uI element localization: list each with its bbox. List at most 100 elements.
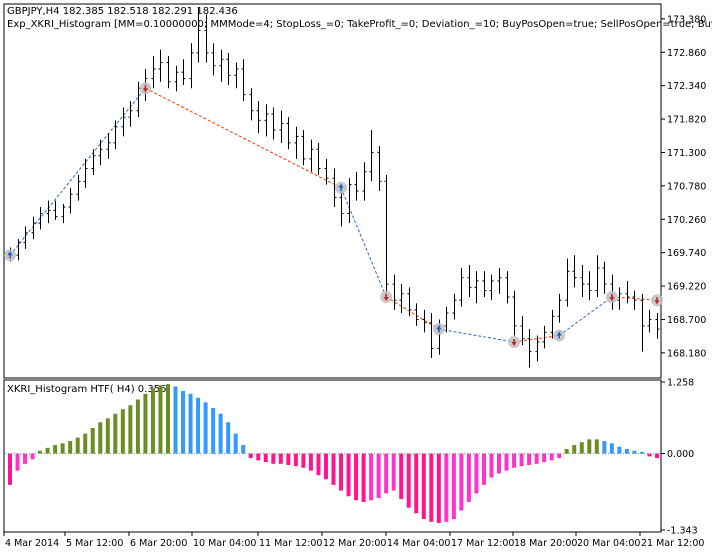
price-tick-label: 170.260 — [667, 215, 706, 226]
histogram-bar — [459, 453, 464, 511]
ohlc-bar — [234, 62, 239, 89]
histogram-bar — [354, 453, 359, 501]
ohlc-bar — [204, 14, 209, 63]
histogram-bar — [308, 453, 313, 471]
histogram-bar — [489, 453, 494, 478]
histogram-bar — [361, 453, 366, 502]
histogram-bar — [534, 453, 539, 464]
expert-info: Exp_XKRI_Histogram [MM=0.10000000; MMMod… — [7, 19, 712, 30]
histogram-bar — [331, 453, 336, 485]
histogram-bar — [647, 453, 652, 457]
histogram-bar — [481, 453, 486, 485]
histogram-bar — [549, 453, 554, 461]
time-tick-label: 11 Mar 12:00 — [259, 538, 322, 549]
ohlc-bar — [339, 191, 344, 227]
histogram-bar — [384, 453, 389, 494]
histogram-bar — [248, 453, 253, 459]
histogram-bar — [421, 453, 426, 520]
ohlc-bar — [625, 280, 630, 304]
ohlc-bar — [53, 200, 58, 220]
histogram-bar — [436, 453, 441, 524]
histogram-bar — [406, 453, 411, 508]
ohlc-bar — [106, 133, 111, 159]
ohlc-bar — [354, 171, 359, 201]
ohlc-bar — [595, 255, 600, 297]
ohlc-bar — [286, 117, 291, 150]
ohlc-bar — [407, 287, 412, 317]
time-tick-label: 17 Mar 12:00 — [451, 538, 514, 549]
time-tick-label: 4 Mar 2014 — [5, 538, 59, 549]
ohlc-bar — [264, 104, 269, 137]
ohlc-bar — [489, 274, 494, 301]
histogram-bar — [346, 453, 351, 497]
ohlc-bar — [647, 309, 652, 333]
ohlc-bar — [422, 309, 427, 333]
histogram-bar — [226, 422, 231, 454]
ohlc-bar — [76, 174, 81, 201]
time-tick-label: 21 Mar 12:00 — [641, 538, 704, 549]
ohlc-bar — [535, 335, 540, 362]
price-axis: 173.380 172.860 172.340 171.820 171.300 170.7… — [661, 14, 706, 359]
ohlc-bar — [46, 200, 51, 224]
histogram-bar — [519, 453, 524, 467]
ohlc-bar — [316, 142, 321, 175]
ohlc-bar — [542, 325, 547, 349]
signal-marker — [651, 294, 663, 307]
histogram-bar — [53, 445, 58, 454]
indicator-tick-label: 0.000 — [667, 449, 694, 460]
ohlc-bar — [587, 271, 592, 301]
price-tick-label: 173.380 — [667, 14, 706, 25]
price-tick-label: 168.700 — [667, 315, 706, 326]
histogram-bar — [617, 446, 622, 454]
histogram-bar — [196, 397, 201, 454]
histogram-bar — [60, 443, 65, 454]
ohlc-bar — [271, 107, 276, 140]
histogram-bar — [83, 433, 88, 454]
ohlc-bar — [91, 149, 96, 175]
ohlc-bar — [497, 268, 502, 294]
histogram-bar — [181, 390, 186, 454]
main-chart-frame — [3, 3, 662, 379]
ohlc-bar — [512, 290, 517, 336]
histogram-bar — [301, 453, 306, 468]
histogram-bar — [120, 409, 125, 454]
histogram-bar — [414, 453, 419, 514]
zigzag-segment — [438, 328, 515, 343]
histogram-bar — [497, 453, 502, 474]
price-tick-label: 171.300 — [667, 148, 706, 159]
price-tick-label: 170.780 — [667, 181, 706, 192]
ohlc-bar — [226, 52, 231, 86]
histogram-bar — [293, 453, 298, 467]
histogram-bar — [572, 445, 577, 454]
histogram-bar — [90, 427, 95, 454]
ohlc-bar — [362, 162, 367, 201]
ohlc-bar — [279, 110, 284, 143]
histogram-bar — [150, 388, 155, 454]
histogram-bar — [105, 418, 110, 454]
time-tick-label: 20 Mar 04:00 — [577, 538, 640, 549]
ohlc-bar — [189, 43, 194, 89]
histogram-bar — [564, 449, 569, 454]
ohlc-bar — [128, 101, 133, 127]
ohlc-bar — [181, 59, 186, 86]
ohlc-bar — [467, 264, 472, 297]
ohlc-bar — [369, 129, 374, 182]
signal-marker — [553, 329, 566, 342]
signal-marker — [139, 82, 152, 95]
histogram-bar — [557, 453, 562, 459]
indicator-tick-label: -1.343 — [667, 526, 698, 537]
ohlc-bar — [384, 174, 389, 294]
indicator-axis: 1.258 0.000 -1.343 — [661, 378, 698, 537]
histogram-bar — [587, 439, 592, 454]
ohlc-bar — [121, 107, 126, 137]
ohlc-bar — [572, 255, 577, 288]
histogram-bar — [256, 453, 261, 461]
ohlc-bar — [565, 258, 570, 307]
zigzag-segment — [558, 296, 613, 336]
ohlc-bar — [219, 49, 224, 82]
ohlc-bar — [444, 306, 449, 333]
ohlc-bar — [113, 120, 118, 150]
zigzag-segment — [9, 87, 146, 256]
histogram-bar — [263, 453, 268, 463]
ohlc-bar — [452, 293, 457, 320]
